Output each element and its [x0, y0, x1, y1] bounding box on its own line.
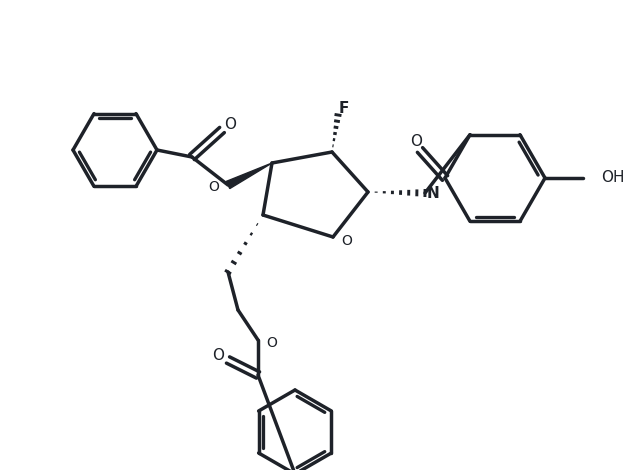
- Text: OH: OH: [601, 171, 625, 186]
- Text: O: O: [212, 347, 224, 362]
- Text: O: O: [342, 234, 353, 248]
- Text: O: O: [209, 180, 220, 194]
- Polygon shape: [226, 163, 272, 188]
- Text: O: O: [224, 117, 236, 132]
- Text: F: F: [339, 101, 349, 116]
- Text: O: O: [267, 336, 277, 350]
- Text: N: N: [427, 187, 440, 202]
- Text: O: O: [410, 133, 422, 149]
